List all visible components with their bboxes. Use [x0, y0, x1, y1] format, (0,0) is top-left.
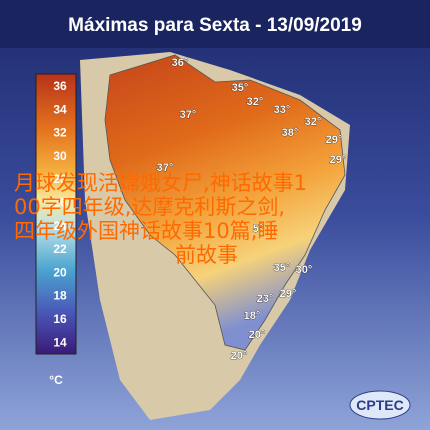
colorbar	[35, 73, 77, 355]
temperature: 37°	[157, 162, 174, 174]
overlay-text: 前故事	[175, 243, 238, 267]
temperature: 29°	[330, 154, 347, 166]
logo-badge	[349, 390, 411, 420]
temperature: 20°	[249, 329, 266, 341]
title-bar	[0, 0, 430, 48]
temperature: 23°	[257, 293, 274, 305]
legend-tick: 24	[53, 219, 67, 233]
legend-unit: °C	[49, 373, 63, 387]
legend-tick: 28	[53, 172, 67, 186]
temperature: 37°	[180, 109, 197, 121]
legend-tick: 22	[53, 242, 67, 256]
overlay-text: 四年级外国神话故事10篇,睡	[14, 219, 278, 243]
temperature: 35°	[274, 262, 291, 274]
legend-tick: 20	[53, 265, 67, 279]
temperature: 33°	[274, 104, 291, 116]
temperature: 32°	[305, 116, 322, 128]
temperature: 29°	[326, 134, 343, 146]
temperature: 38°	[282, 127, 299, 139]
temperature: 20°	[231, 350, 248, 362]
legend-tick: 26	[53, 196, 67, 210]
brazil	[104, 54, 346, 351]
temperature: 32°	[247, 96, 264, 108]
logo: CPTEC	[356, 397, 403, 413]
overlay-text: 月球发现活嫦娥女尸,神话故事1	[14, 171, 307, 195]
overlay-text: 00字四年级,达摩克利斯之剑,	[14, 195, 285, 219]
temperature: 36°	[172, 57, 189, 69]
temperature: 35°	[232, 82, 249, 94]
legend-tick: 32	[53, 126, 67, 140]
temperature: 18°	[244, 310, 261, 322]
legend-tick: 36	[53, 79, 67, 93]
temperature: 29°	[280, 288, 297, 300]
legend-tick: 30	[53, 149, 67, 163]
legend-tick: 18	[53, 289, 67, 303]
title: Máximas para Sexta - 13/09/2019	[68, 15, 362, 36]
legend-tick: 14	[53, 335, 67, 349]
temperature: 5°	[253, 223, 264, 235]
legend-tick: 34	[53, 102, 67, 116]
temperature: 30°	[296, 264, 313, 276]
legend-tick: 16	[53, 312, 67, 326]
